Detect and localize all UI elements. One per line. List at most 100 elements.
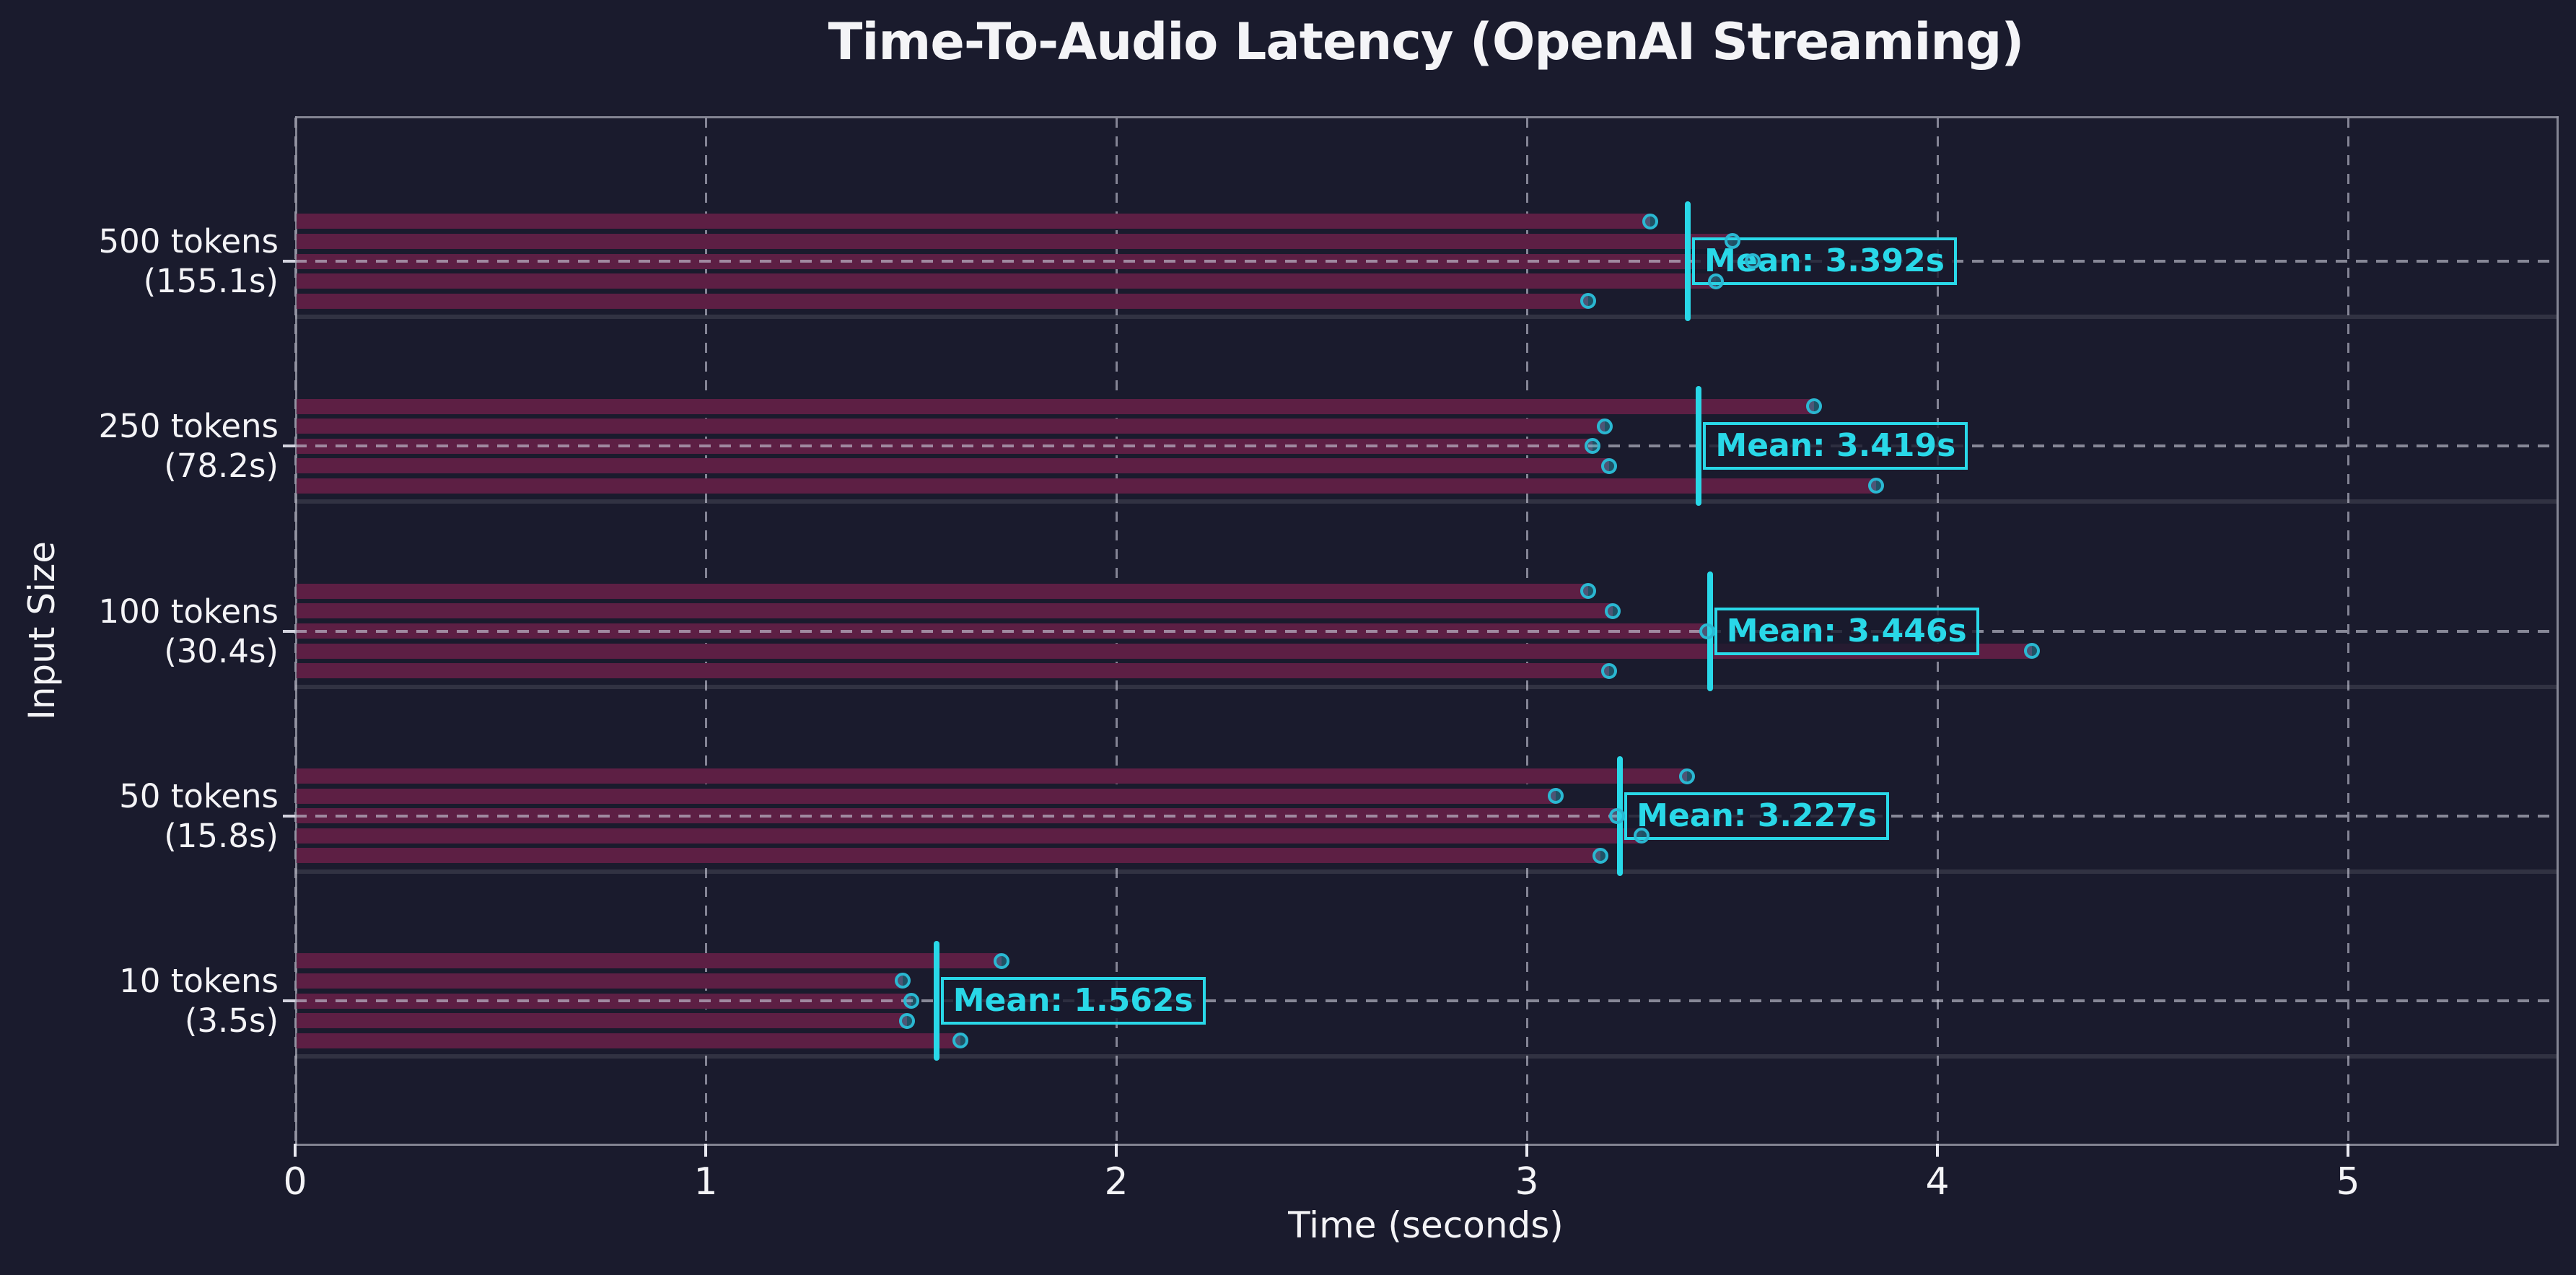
run-end-dot [1634, 828, 1650, 844]
y-tick-label: 500 tokens (155.1s) [0, 222, 279, 301]
run-bar [297, 603, 1613, 619]
x-tick-label: 2 [1104, 1160, 1129, 1204]
run-end-dot [1580, 293, 1597, 310]
mean-label: Mean: 1.562s [940, 977, 1206, 1025]
y-tick-label: 100 tokens (30.4s) [0, 592, 279, 671]
run-bar [297, 643, 2032, 659]
h-gridline [295, 999, 2557, 1002]
run-end-dot [1609, 807, 1626, 824]
y-tick-label-line2: (3.5s) [184, 1002, 279, 1040]
y-tick-label-line2: (15.8s) [164, 816, 279, 855]
run-end-dot [1597, 418, 1613, 434]
mean-label: Mean: 3.392s [1692, 237, 1957, 285]
run-bar [297, 458, 1609, 474]
run-end-dot [1580, 583, 1597, 600]
h-gridline [295, 629, 2557, 633]
y-tick-mark [283, 999, 295, 1002]
y-tick-label-line1: 500 tokens [98, 222, 279, 260]
x-tick-label: 4 [1925, 1160, 1950, 1204]
run-end-dot [903, 993, 919, 1009]
run-end-dot [1547, 788, 1564, 805]
run-end-dot [1724, 233, 1740, 250]
x-tick-mark [1936, 1144, 1939, 1157]
run-bar [297, 214, 1650, 229]
run-bar [297, 788, 1556, 804]
y-tick-label-line1: 250 tokens [98, 407, 279, 446]
y-tick-mark [283, 444, 295, 448]
x-tick-mark [2347, 1144, 2349, 1157]
run-end-dot [1867, 478, 1884, 494]
y-tick-label-line2: (155.1s) [143, 262, 279, 300]
run-bar [297, 273, 1716, 289]
mean-line [1696, 386, 1702, 507]
x-tick-label: 1 [693, 1160, 718, 1204]
run-bar [297, 828, 1642, 844]
run-end-dot [1600, 662, 1617, 679]
run-bar [297, 768, 1687, 784]
y-tick-label-line1: 50 tokens [119, 776, 279, 815]
y-tick-label: 10 tokens (3.5s) [0, 961, 279, 1040]
y-tick-label: 250 tokens (78.2s) [0, 406, 279, 486]
run-end-dot [898, 1012, 915, 1029]
y-tick-mark [283, 814, 295, 818]
run-end-dot [1699, 623, 1716, 639]
run-bar [297, 973, 903, 989]
h-gridline [295, 444, 2557, 448]
bottom-spine [295, 1144, 2559, 1146]
run-end-dot [993, 952, 1009, 969]
y-tick-label-line2: (30.4s) [164, 631, 279, 670]
mean-label: Mean: 3.227s [1624, 792, 1890, 840]
x-tick-mark [1115, 1144, 1118, 1157]
x-tick-label: 0 [283, 1160, 307, 1204]
run-end-dot [895, 973, 911, 989]
y-tick-label-line2: (78.2s) [164, 447, 279, 486]
h-gridline [295, 260, 2557, 263]
x-tick-mark [704, 1144, 707, 1157]
y-tick-mark [283, 260, 295, 263]
x-tick-label: 5 [2336, 1160, 2360, 1204]
mean-label: Mean: 3.419s [1703, 422, 1968, 470]
run-bar [297, 478, 1876, 494]
top-spine [295, 116, 2559, 118]
run-end-dot [1600, 457, 1617, 474]
mean-label: Mean: 3.446s [1714, 607, 1979, 655]
group-separator-line [295, 684, 2557, 689]
run-end-dot [1678, 768, 1695, 784]
run-bar [297, 293, 1589, 309]
y-tick-label-line1: 10 tokens [119, 962, 279, 1000]
run-end-dot [1707, 273, 1724, 289]
run-end-dot [2023, 643, 2040, 660]
mean-line [933, 941, 939, 1061]
run-end-dot [952, 1033, 968, 1049]
run-end-dot [1642, 213, 1658, 229]
mean-line [1685, 201, 1691, 321]
run-bar [297, 583, 1589, 599]
run-bar [297, 953, 1002, 969]
run-bar [297, 848, 1601, 864]
run-end-dot [1585, 438, 1601, 455]
run-bar [297, 398, 1815, 414]
run-bar [297, 233, 1732, 249]
h-gridline [295, 814, 2557, 818]
run-bar [297, 1013, 907, 1029]
x-tick-mark [294, 1144, 297, 1157]
x-axis-title: Time (seconds) [1288, 1204, 1564, 1246]
y-tick-label-line1: 100 tokens [98, 592, 279, 631]
group-separator-line [295, 869, 2557, 874]
run-end-dot [1593, 847, 1609, 864]
run-end-dot [1806, 398, 1823, 415]
y-tick-mark [283, 629, 295, 633]
y-tick-label: 50 tokens (15.8s) [0, 776, 279, 856]
x-tick-mark [1525, 1144, 1528, 1157]
group-separator-line [295, 315, 2557, 319]
group-separator-line [295, 499, 2557, 504]
right-spine [2557, 116, 2559, 1145]
run-bar [297, 1033, 960, 1048]
run-bar [297, 419, 1605, 434]
x-tick-label: 3 [1515, 1160, 1539, 1204]
run-end-dot [1605, 603, 1621, 619]
run-bar [297, 663, 1609, 679]
run-end-dot [1744, 253, 1761, 269]
